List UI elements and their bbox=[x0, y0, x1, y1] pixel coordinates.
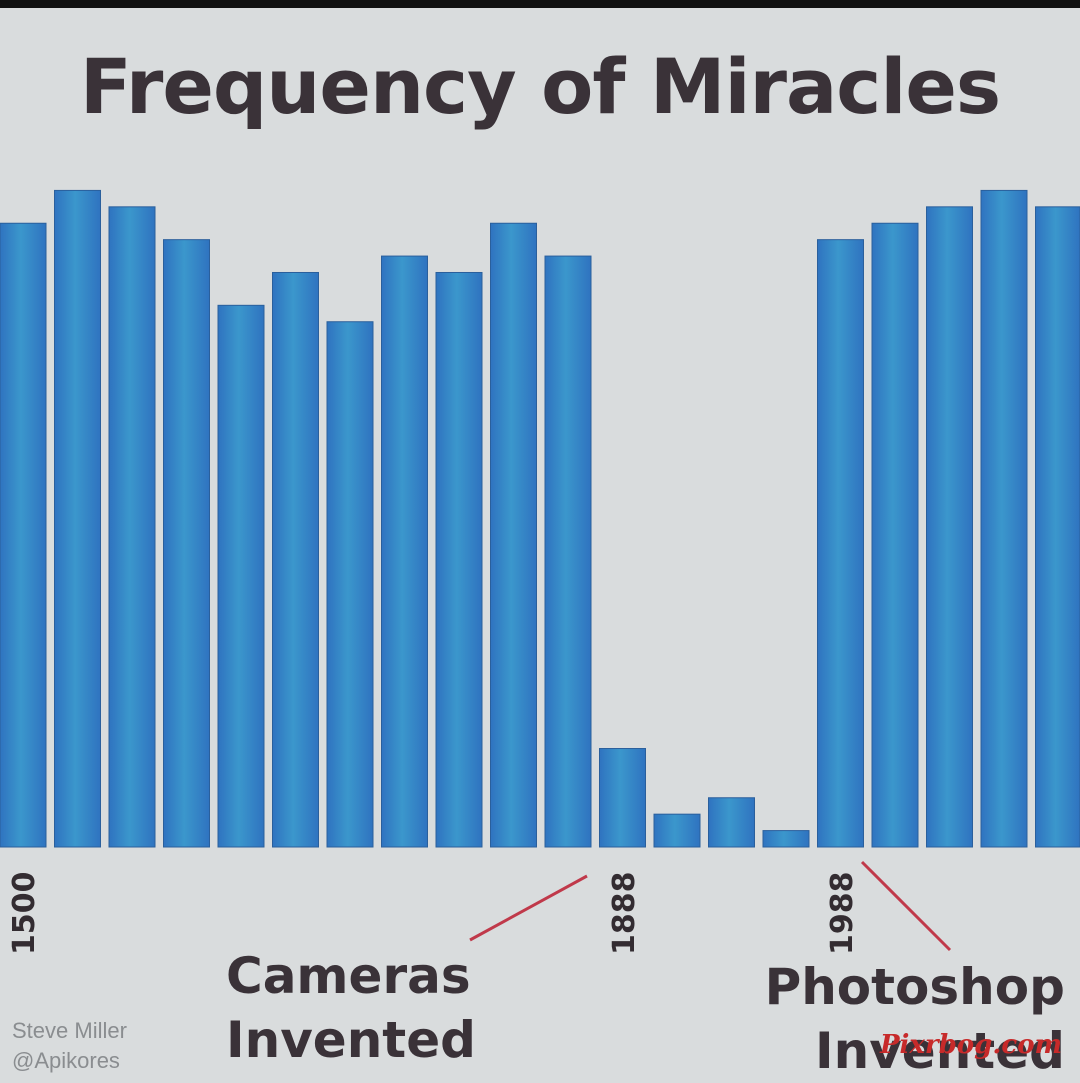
bar-1 bbox=[55, 190, 101, 847]
bar-3 bbox=[164, 240, 210, 847]
bar-18 bbox=[981, 190, 1027, 847]
bar-6 bbox=[327, 322, 373, 847]
bar-5 bbox=[273, 272, 319, 847]
bar-19 bbox=[1036, 207, 1080, 847]
tick-label-1988: 1988 bbox=[825, 872, 860, 956]
annotation-lines bbox=[470, 862, 950, 950]
bar-11 bbox=[600, 749, 646, 847]
bar-8 bbox=[436, 272, 482, 847]
bar-13 bbox=[709, 798, 755, 847]
bar-14 bbox=[763, 831, 809, 847]
author-credit: Steve Miller @Apikores bbox=[12, 1016, 127, 1076]
annotation-photoshop-line1: Photoshop bbox=[755, 955, 1065, 1019]
bar-9 bbox=[491, 223, 537, 847]
annotation-cameras-line2: Invented bbox=[226, 1008, 476, 1072]
watermark: Pixrbog.com bbox=[880, 1030, 1062, 1060]
bar-0 bbox=[0, 223, 46, 847]
annotation-cameras-line1: Cameras bbox=[226, 944, 476, 1008]
bars-group bbox=[0, 190, 1080, 847]
bar-2 bbox=[109, 207, 155, 847]
tick-label-1888: 1888 bbox=[607, 872, 642, 956]
bar-4 bbox=[218, 305, 264, 847]
bar-15 bbox=[818, 240, 864, 847]
bar-7 bbox=[382, 256, 428, 847]
annotation-cameras-invented: Cameras Invented bbox=[226, 944, 476, 1072]
bar-12 bbox=[654, 814, 700, 847]
bar-10 bbox=[545, 256, 591, 847]
bar-16 bbox=[872, 223, 918, 847]
annotation-photoshop-invented: Photoshop Invented bbox=[755, 955, 1065, 1083]
bar-17 bbox=[927, 207, 973, 847]
credit-name: Steve Miller bbox=[12, 1016, 127, 1046]
cameras-pointer-line bbox=[470, 876, 587, 940]
photoshop-pointer-line bbox=[862, 862, 950, 950]
tick-label-1500: 1500 bbox=[7, 872, 42, 956]
credit-handle: @Apikores bbox=[12, 1046, 127, 1076]
